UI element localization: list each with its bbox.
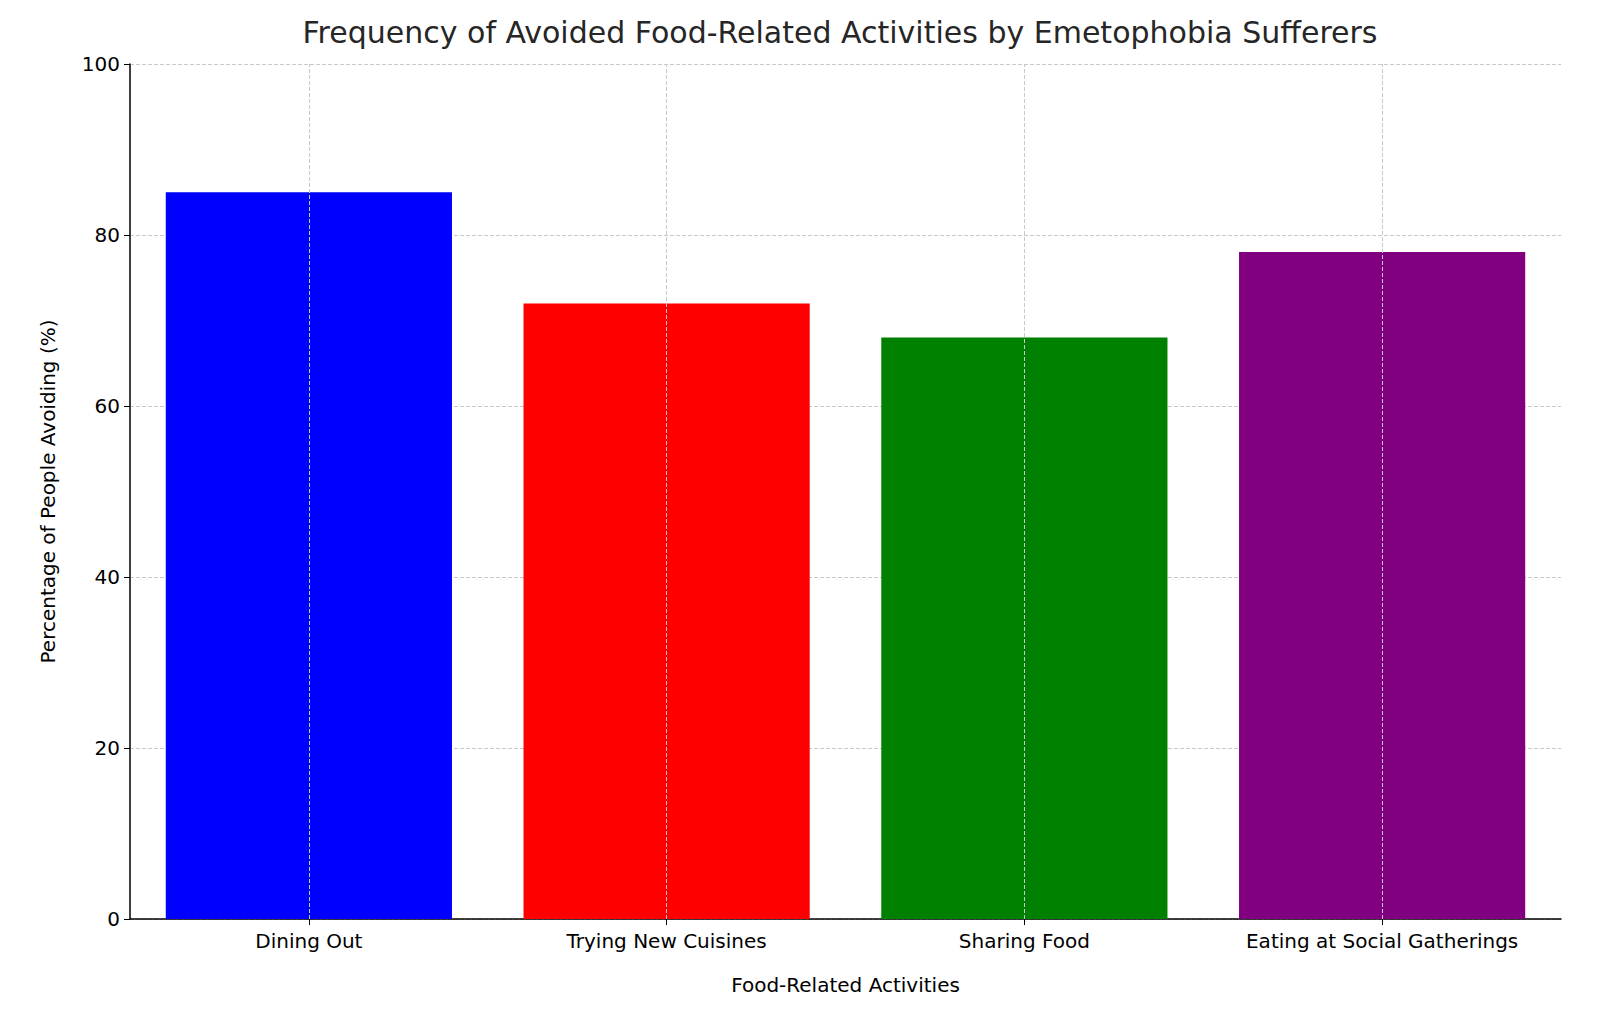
svg-text:Percentage of People Avoiding: Percentage of People Avoiding (%) (36, 319, 60, 663)
svg-text:20: 20 (95, 736, 120, 760)
svg-text:Eating at Social Gatherings: Eating at Social Gatherings (1246, 929, 1518, 953)
svg-text:Food-Related Activities: Food-Related Activities (731, 973, 960, 997)
svg-text:Sharing Food: Sharing Food (959, 929, 1090, 953)
svg-text:40: 40 (95, 565, 120, 589)
svg-text:Frequency of Avoided Food-Rela: Frequency of Avoided Food-Related Activi… (303, 15, 1378, 50)
svg-text:0: 0 (107, 907, 120, 931)
svg-text:Dining Out: Dining Out (255, 929, 362, 953)
svg-text:100: 100 (82, 52, 120, 76)
svg-text:80: 80 (95, 223, 120, 247)
svg-text:60: 60 (95, 394, 120, 418)
svg-text:Trying New Cuisines: Trying New Cuisines (566, 929, 767, 953)
